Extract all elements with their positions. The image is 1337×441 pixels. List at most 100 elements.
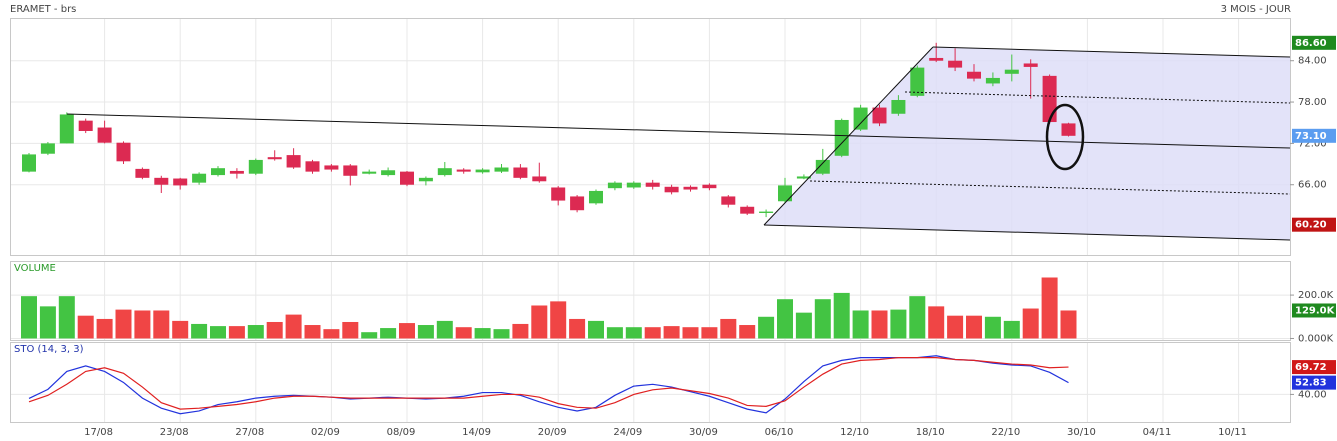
- volume-bar: [304, 325, 321, 339]
- pitchfork-upper: [932, 46, 1291, 58]
- volume-bar: [512, 323, 529, 339]
- candle-body: [929, 57, 944, 61]
- volume-bar: [947, 315, 964, 339]
- volume-bar: [115, 309, 132, 339]
- candle-body: [154, 177, 169, 185]
- candle-body: [192, 173, 207, 183]
- candle-body: [173, 178, 188, 186]
- candle-body: [551, 187, 566, 201]
- candle-body: [456, 169, 471, 172]
- volume-bar: [852, 310, 869, 339]
- candle-body: [22, 154, 36, 172]
- x-tick-label: 08/09: [387, 427, 416, 438]
- pitchfork-quarter: [904, 91, 1291, 104]
- volume-bar: [550, 301, 567, 339]
- x-tick-label: 04/11: [1143, 427, 1172, 438]
- volume-bar: [928, 306, 945, 339]
- y-tick-label: 78.00: [1298, 97, 1327, 108]
- volume-bar: [474, 328, 491, 339]
- volume-bar: [380, 328, 397, 339]
- x-tick-label: 12/10: [840, 427, 869, 438]
- price-marker-label: 86.60: [1295, 38, 1327, 49]
- candle-body: [645, 182, 660, 187]
- pitchfork-quarter: [809, 180, 1291, 195]
- x-tick-label: 14/09: [462, 427, 491, 438]
- candle-body: [532, 176, 547, 182]
- candle-body: [967, 71, 981, 79]
- x-tick-label: 02/09: [311, 427, 340, 438]
- candle-body: [607, 182, 622, 189]
- candle-body: [721, 196, 736, 205]
- volume-bar: [795, 312, 812, 339]
- candle-body: [778, 185, 792, 202]
- candle-body: [418, 177, 433, 182]
- volume-bar: [833, 292, 850, 339]
- volume-bar: [361, 332, 378, 339]
- volume-bar: [625, 327, 642, 339]
- y-tick-label: 66.00: [1298, 180, 1327, 191]
- volume-bar: [436, 320, 453, 339]
- volume-bar: [134, 310, 151, 339]
- candle-body: [759, 211, 774, 213]
- volume-bar: [1003, 320, 1020, 339]
- candle-body: [589, 190, 603, 204]
- volume-bar: [247, 325, 264, 339]
- candle-body: [891, 99, 906, 114]
- candle-body: [437, 168, 452, 176]
- volume-bar: [228, 326, 245, 339]
- candle-body: [343, 165, 358, 176]
- pitchfork-area: [764, 47, 1290, 240]
- candle-body: [400, 171, 414, 185]
- y-tick-label: 40.00: [1298, 389, 1327, 400]
- volume-bar: [984, 316, 1001, 339]
- candle-body: [494, 167, 509, 172]
- volume-bar: [966, 315, 982, 339]
- price-marker-label: 69.72: [1295, 362, 1327, 373]
- candle-body: [248, 159, 263, 174]
- price-marker: [1292, 217, 1336, 232]
- pitchfork-lower: [763, 224, 1291, 241]
- candle-body: [683, 186, 698, 190]
- volume-bar: [1060, 310, 1077, 339]
- volume-bar: [39, 306, 56, 339]
- candle-body: [740, 206, 755, 214]
- volume-bar: [569, 318, 586, 339]
- candle-body: [872, 107, 887, 124]
- volume-bar: [417, 325, 434, 339]
- volume-bar: [191, 323, 208, 339]
- candle-body: [211, 168, 225, 176]
- sto-line: [28, 357, 1069, 410]
- y-tick-label: 0.000K: [1298, 333, 1334, 344]
- panel-title: VOLUME: [14, 263, 56, 274]
- volume-bar: [606, 327, 623, 339]
- candle-body: [475, 169, 490, 173]
- price-marker: [1292, 375, 1336, 390]
- candle-body: [116, 142, 131, 162]
- candle-body: [570, 196, 585, 211]
- x-tick-label: 23/08: [160, 427, 189, 438]
- candle-body: [1061, 123, 1076, 136]
- candle-body: [286, 155, 301, 168]
- price-marker-label: 60.20: [1295, 220, 1327, 231]
- candle-body: [910, 67, 925, 96]
- candle-body: [305, 161, 320, 172]
- candle-body: [853, 107, 868, 130]
- volume-bar: [890, 309, 907, 339]
- highlight-ellipse: [1045, 103, 1085, 171]
- candle-body: [97, 127, 112, 143]
- price-marker: [1292, 35, 1336, 50]
- x-tick-label: 24/09: [613, 427, 642, 438]
- price-marker: [1292, 360, 1336, 375]
- price-marker-label: 73.10: [1295, 131, 1327, 142]
- candle-body: [1042, 75, 1057, 123]
- panel-title: STO (14, 3, 3): [14, 344, 84, 355]
- candle-body: [985, 77, 1000, 84]
- volume-bar: [758, 316, 775, 339]
- candle-body: [664, 186, 679, 193]
- x-tick-label: 17/08: [84, 427, 113, 438]
- volume-bar: [701, 327, 718, 339]
- price-marker: [1292, 303, 1336, 318]
- chart-title: ERAMET - brs: [10, 4, 76, 15]
- volume-bar: [210, 326, 226, 339]
